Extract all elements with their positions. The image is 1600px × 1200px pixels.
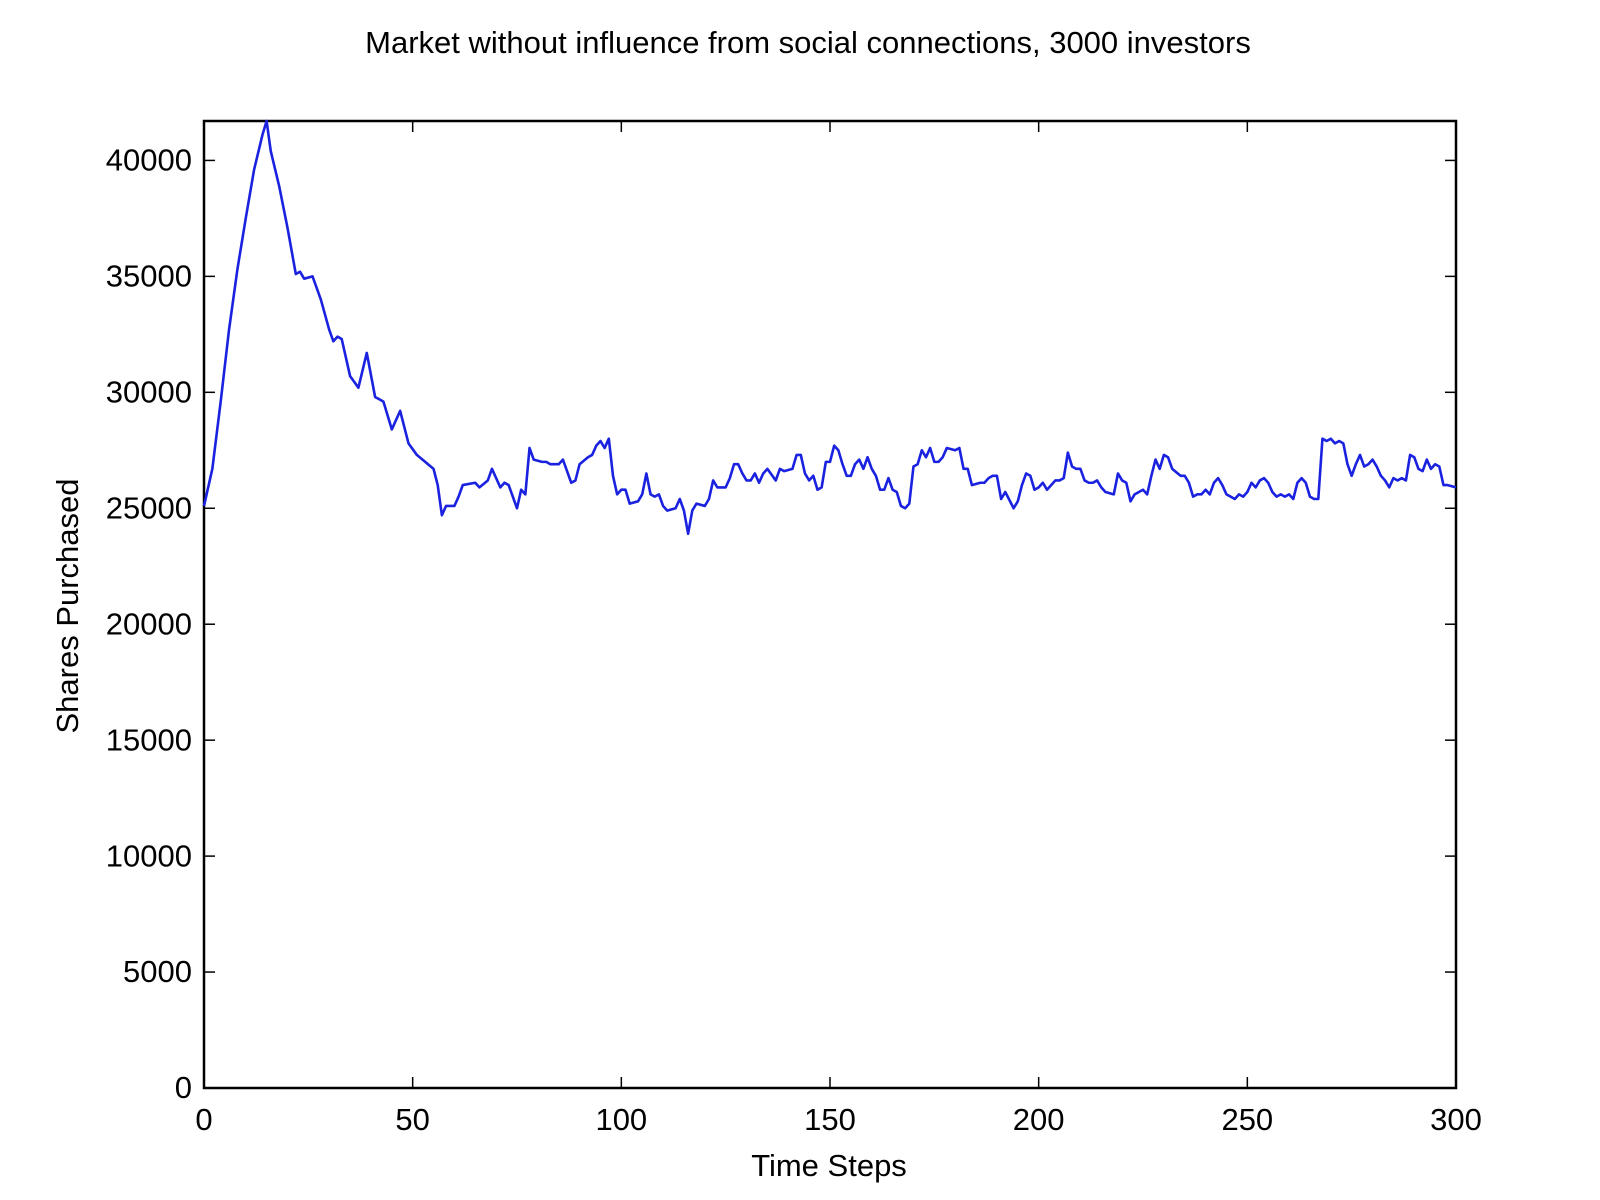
x-tick-label: 50	[395, 1102, 429, 1137]
y-tick-label: 35000	[106, 259, 192, 294]
y-tick-label: 15000	[106, 722, 192, 757]
y-tick-label: 10000	[106, 838, 192, 873]
y-tick-label: 25000	[106, 490, 192, 525]
y-axis-label: Shares Purchased	[50, 478, 85, 733]
x-tick-label: 250	[1221, 1102, 1273, 1137]
chart-title: Market without influence from social con…	[365, 25, 1251, 60]
y-tick-label: 5000	[123, 954, 192, 989]
data-line	[202, 119, 1457, 536]
x-axis-label: Time Steps	[751, 1148, 907, 1183]
x-tick-label: 200	[1013, 1102, 1065, 1137]
x-tick-label: 100	[595, 1102, 647, 1137]
y-tick-label: 0	[175, 1070, 192, 1105]
plot-frame	[202, 119, 1458, 1090]
y-tick-label: 20000	[106, 606, 192, 641]
x-tick-label: 300	[1430, 1102, 1482, 1137]
y-tick-label: 30000	[106, 375, 192, 410]
x-tick-label: 150	[804, 1102, 856, 1137]
x-tick-label: 0	[195, 1102, 212, 1137]
y-tick-label: 40000	[106, 143, 192, 178]
